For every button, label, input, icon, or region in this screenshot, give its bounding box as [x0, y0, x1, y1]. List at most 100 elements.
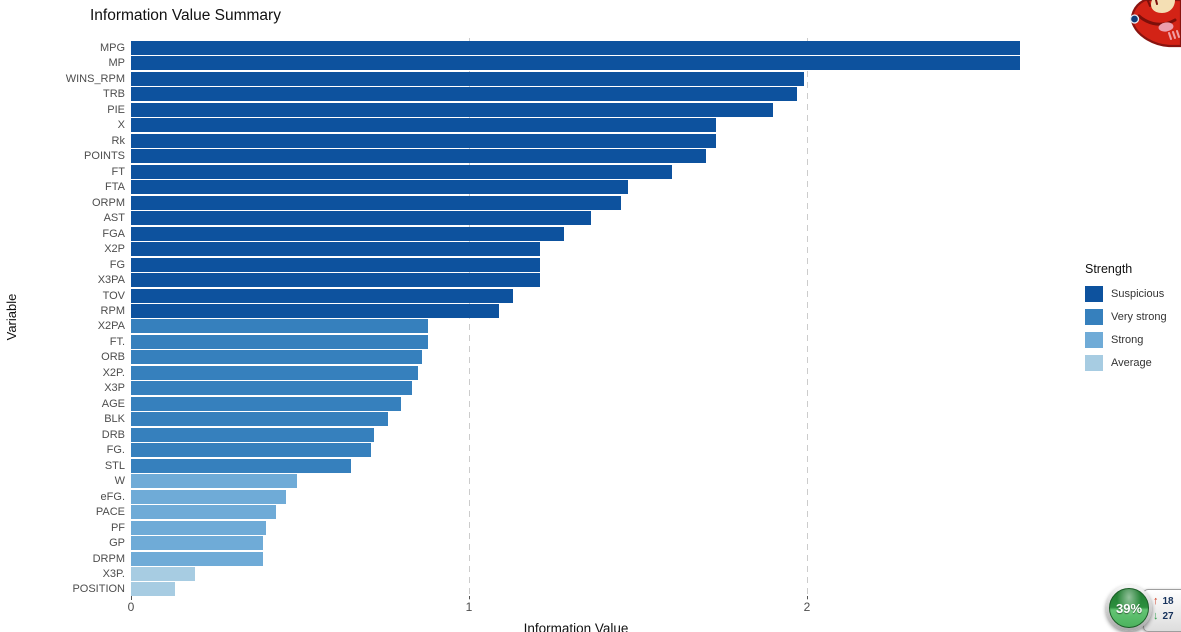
bar-TOV: [131, 288, 513, 303]
bar-PACE: [131, 505, 277, 520]
legend-swatch: [1085, 355, 1103, 371]
y-axis-label: PACE: [95, 506, 125, 519]
y-axis-label: TRB: [103, 88, 125, 101]
y-axis-label: PF: [110, 521, 125, 534]
y-axis-label: ORPM: [92, 196, 125, 209]
y-axis-label: Rk: [111, 134, 125, 147]
y-axis-label: X3PA: [97, 274, 125, 287]
bar-FGA: [131, 226, 564, 241]
bar-X: [131, 118, 716, 133]
download-arrow-icon: ↓: [1153, 610, 1159, 622]
x-tick-label: 0: [127, 600, 135, 614]
y-axis-label: X3P: [104, 382, 125, 395]
download-value: 27: [1162, 611, 1174, 622]
y-axis-label: MP: [108, 57, 126, 70]
bar-X2P: [131, 242, 540, 257]
x-axis-title: Information Value: [523, 621, 629, 632]
legend-swatch: [1085, 332, 1103, 348]
bar-TRB: [131, 87, 797, 102]
legend-swatch: [1085, 286, 1103, 302]
bar-eFG.: [131, 489, 287, 504]
y-axis-label: FGA: [102, 227, 125, 240]
legend-item: Very strong: [1085, 309, 1181, 325]
legend: Strength Suspicious Very strong Strong Aver…: [1085, 262, 1181, 378]
legend-item-label: Very strong: [1111, 311, 1167, 323]
bar-POSITION: [131, 582, 175, 597]
legend-item-label: Average: [1111, 357, 1152, 369]
bar-X3P.: [131, 566, 196, 581]
bar-X2P.: [131, 365, 419, 380]
x-tick-label: 2: [803, 600, 811, 614]
bar-MP: [131, 56, 1020, 71]
y-axis-label: TOV: [102, 289, 125, 302]
bar-POINTS: [131, 149, 706, 164]
y-axis-label: X: [117, 119, 125, 132]
y-axis-label: DRB: [101, 428, 125, 441]
y-axis-label: FT: [111, 165, 125, 178]
y-axis-label: DRPM: [92, 552, 125, 565]
y-axis-label: POINTS: [84, 150, 125, 163]
bar-DRPM: [131, 551, 263, 566]
legend-item: Suspicious: [1085, 286, 1181, 302]
speed-panel[interactable]: ↑ 18 ↓ 27: [1143, 589, 1181, 632]
y-axis-label: ORB: [101, 351, 125, 364]
bar-FT: [131, 164, 672, 179]
bar-RPM: [131, 303, 500, 318]
y-axis-label: AGE: [101, 397, 125, 410]
y-axis-label: AST: [103, 212, 125, 225]
y-axis-label: POSITION: [72, 583, 125, 596]
bar-PIE: [131, 102, 774, 117]
bar-Rk: [131, 133, 716, 148]
bar-X2PA: [131, 319, 429, 334]
upload-value: 18: [1162, 596, 1174, 607]
y-axis-label: X3P.: [102, 567, 125, 580]
y-axis-label: FT.: [109, 335, 125, 348]
x-tick-label: 1: [465, 600, 473, 614]
bar-W: [131, 474, 297, 489]
bar-AGE: [131, 396, 402, 411]
y-axis-label: FG.: [106, 444, 125, 457]
bar-FG.: [131, 443, 371, 458]
legend-item-label: Suspicious: [1111, 288, 1165, 300]
y-axis-label: FG: [109, 258, 125, 271]
y-axis-label: X2P.: [102, 366, 125, 379]
y-axis-label: FTA: [105, 181, 125, 194]
speed-badge[interactable]: 39%: [1106, 585, 1152, 631]
mascot-sticker[interactable]: [1125, 0, 1181, 48]
legend-item-label: Strong: [1111, 334, 1144, 346]
legend-item: Strong: [1085, 332, 1181, 348]
bar-FTA: [131, 180, 628, 195]
mascot-smile: [1137, 14, 1177, 26]
x-tick-mark: [131, 596, 132, 600]
gridline: [807, 38, 808, 600]
bar-X3PA: [131, 273, 540, 288]
bar-ORPM: [131, 195, 622, 210]
speed-percent: 39%: [1115, 600, 1143, 616]
legend-swatch: [1085, 309, 1103, 325]
y-axis-label: MPG: [99, 42, 125, 54]
bar-FG: [131, 257, 540, 272]
y-axis-label: X2P: [104, 243, 125, 256]
y-axis-label: GP: [109, 537, 125, 550]
legend-item: Average: [1085, 355, 1181, 371]
chart-title: Information Value Summary: [90, 7, 281, 24]
mascot-button: [1129, 14, 1140, 24]
bar-GP: [131, 536, 263, 551]
bar-DRB: [131, 427, 375, 442]
bar-WINS_RPM: [131, 71, 804, 86]
bar-STL: [131, 458, 351, 473]
y-axis-label: W: [114, 475, 125, 488]
bar-ORB: [131, 350, 422, 365]
y-axis-label: WINS_RPM: [65, 72, 125, 85]
y-axis-label: RPM: [100, 304, 125, 317]
gridline: [469, 38, 470, 600]
bar-PF: [131, 520, 267, 535]
bar-AST: [131, 211, 591, 226]
bar-MPG: [131, 41, 1020, 55]
y-axis-label: eFG.: [100, 490, 125, 503]
mascot-cheek: [1158, 22, 1174, 32]
y-axis-label: STL: [104, 459, 125, 472]
upload-arrow-icon: ↑: [1153, 595, 1159, 607]
bar-FT.: [131, 334, 429, 349]
